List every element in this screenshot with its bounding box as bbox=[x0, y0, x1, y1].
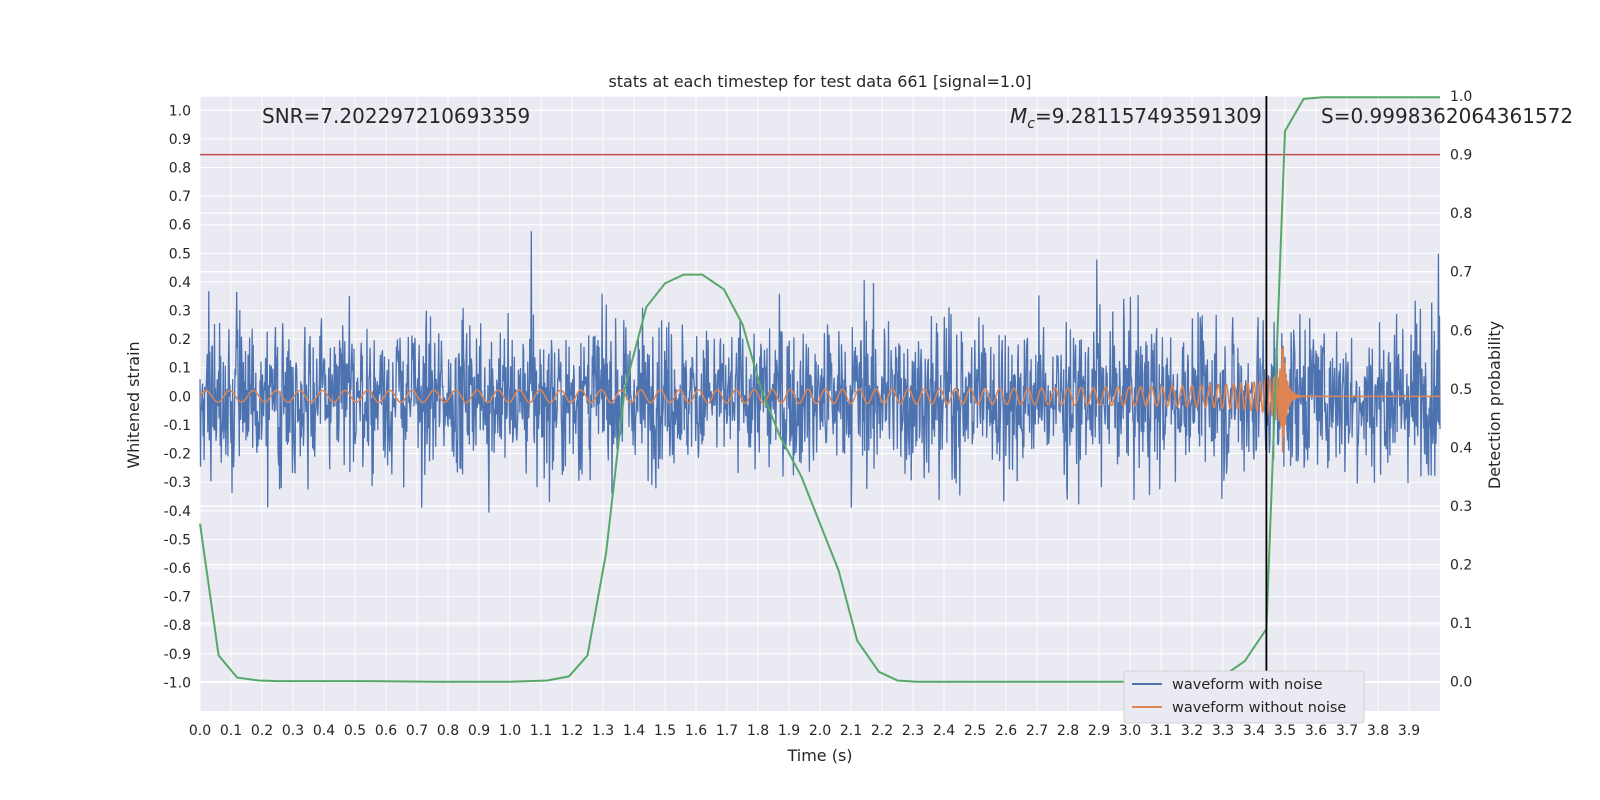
y2-tick-label: 0.8 bbox=[1450, 206, 1472, 222]
legend-box bbox=[1123, 670, 1365, 724]
y-tick-label: -0.5 bbox=[164, 532, 191, 548]
y2-tick-label: 1.0 bbox=[1450, 89, 1472, 105]
y-tick-label: -0.7 bbox=[164, 590, 191, 606]
x-tick-label: 3.7 bbox=[1336, 723, 1358, 739]
x-tick-label: 2.8 bbox=[1057, 723, 1079, 739]
x-tick-label: 0.3 bbox=[282, 723, 304, 739]
chart-title: stats at each timestep for test data 661… bbox=[608, 72, 1031, 91]
series-waveform-with-noise bbox=[199, 231, 1441, 513]
chirp-mass-symbol: M bbox=[1010, 104, 1027, 128]
x-tick-label: 2.0 bbox=[809, 723, 831, 739]
y-tick-label: 0.5 bbox=[169, 246, 191, 262]
x-axis-label: Time (s) bbox=[786, 746, 852, 765]
x-tick-label: 1.4 bbox=[623, 723, 645, 739]
y-tick-label: -0.3 bbox=[164, 475, 191, 491]
x-tick-label: 0.6 bbox=[375, 723, 397, 739]
y2-tick-label: 0.9 bbox=[1450, 148, 1472, 164]
y2-tick-label: 0.4 bbox=[1450, 440, 1472, 456]
y2-tick-label: 0.0 bbox=[1450, 675, 1472, 691]
y-tick-label: 0.9 bbox=[169, 132, 191, 148]
x-tick-label: 3.6 bbox=[1305, 723, 1327, 739]
y2-tick-labels: 1.0 0.9 0.8 0.7 0.6 0.5 0.4 0.3 0.2 0.1 0.0 bbox=[1450, 89, 1472, 691]
x-tick-label: 3.1 bbox=[1150, 723, 1172, 739]
x-tick-label: 0.0 bbox=[189, 723, 211, 739]
x-tick-label: 3.2 bbox=[1181, 723, 1203, 739]
x-tick-label: 3.3 bbox=[1212, 723, 1234, 739]
x-tick-label: 0.2 bbox=[251, 723, 273, 739]
y-tick-label: 0.0 bbox=[169, 389, 191, 405]
legend-label-waveform-without-noise: waveform without noise bbox=[1172, 700, 1346, 716]
x-tick-label: 1.8 bbox=[747, 723, 769, 739]
score-annotation: S=0.9998362064361572 bbox=[1321, 104, 1573, 128]
legend: waveform with noise waveform without noi… bbox=[1123, 670, 1365, 724]
y-tick-labels: 1.0 0.9 0.8 0.7 0.6 0.5 0.4 0.3 0.2 0.1 0.0 -0.1 -0.… bbox=[164, 103, 191, 691]
y2-tick-label: 0.5 bbox=[1450, 382, 1472, 398]
y-axis-label: Whitened strain bbox=[124, 341, 143, 468]
x-tick-label: 2.4 bbox=[933, 723, 955, 739]
x-tick-label: 3.8 bbox=[1367, 723, 1389, 739]
x-tick-label: 1.9 bbox=[778, 723, 800, 739]
x-tick-label: 2.2 bbox=[871, 723, 893, 739]
x-tick-label: 0.9 bbox=[468, 723, 490, 739]
x-tick-label: 2.6 bbox=[995, 723, 1017, 739]
y-tick-label: 0.6 bbox=[169, 218, 191, 234]
x-tick-label: 0.8 bbox=[437, 723, 459, 739]
x-tick-label: 1.6 bbox=[685, 723, 707, 739]
x-tick-label: 3.9 bbox=[1398, 723, 1420, 739]
x-tick-label: 0.5 bbox=[344, 723, 366, 739]
y-tick-label: 0.1 bbox=[169, 361, 191, 377]
x-tick-label: 1.3 bbox=[592, 723, 614, 739]
secondary-grid-lines bbox=[200, 95, 1440, 683]
y2-axis-label: Detection probability bbox=[1485, 321, 1504, 489]
x-tick-label: 0.1 bbox=[220, 723, 242, 739]
y-tick-label: 0.2 bbox=[169, 332, 191, 348]
series-waveform-without-noise bbox=[199, 345, 1440, 453]
legend-label-waveform-with-noise: waveform with noise bbox=[1172, 677, 1323, 693]
x-tick-label: 2.3 bbox=[902, 723, 924, 739]
series-detection-probability bbox=[199, 96, 1440, 683]
y-tick-label: 0.4 bbox=[169, 275, 191, 291]
x-tick-label: 1.1 bbox=[530, 723, 552, 739]
y2-tick-label: 0.7 bbox=[1450, 265, 1472, 281]
y-tick-label: -0.9 bbox=[164, 647, 191, 663]
x-tick-label: 2.1 bbox=[840, 723, 862, 739]
x-tick-label: 0.7 bbox=[406, 723, 428, 739]
x-tick-label: 3.5 bbox=[1274, 723, 1296, 739]
snr-annotation: SNR=7.202297210693359 bbox=[262, 104, 530, 128]
waveform-with-noise-line bbox=[199, 231, 1441, 513]
x-tick-label: 1.5 bbox=[654, 723, 676, 739]
chirp-mass-annotation: Mc=9.281157493591309 bbox=[1010, 104, 1262, 132]
y-tick-label: -0.1 bbox=[164, 418, 191, 434]
x-tick-label: 3.0 bbox=[1119, 723, 1141, 739]
y2-tick-label: 0.6 bbox=[1450, 323, 1472, 339]
x-tick-labels: 0.0 0.1 0.2 0.3 0.4 0.5 0.6 0.7 0.8 0.9 1.0 1.1 1.2 1… bbox=[189, 723, 1420, 739]
y-tick-label: -1.0 bbox=[164, 675, 191, 691]
y-tick-label: -0.2 bbox=[164, 447, 191, 463]
y-tick-label: 0.3 bbox=[169, 304, 191, 320]
y-tick-label: 0.8 bbox=[169, 161, 191, 177]
chirp-mass-subscript: c bbox=[1027, 116, 1035, 132]
y-tick-label: 1.0 bbox=[169, 103, 191, 119]
y2-tick-label: 0.3 bbox=[1450, 499, 1472, 515]
x-tick-label: 3.4 bbox=[1243, 723, 1265, 739]
y2-tick-label: 0.2 bbox=[1450, 558, 1472, 574]
x-tick-label: 2.7 bbox=[1026, 723, 1048, 739]
y-tick-label: -0.4 bbox=[164, 504, 191, 520]
x-tick-label: 1.7 bbox=[716, 723, 738, 739]
waveform-without-noise-line bbox=[199, 345, 1440, 453]
y2-tick-label: 0.1 bbox=[1450, 616, 1472, 632]
chirp-mass-value: =9.281157493591309 bbox=[1035, 104, 1262, 128]
y-tick-label: -0.8 bbox=[164, 618, 191, 634]
detection-probability-line bbox=[199, 96, 1440, 683]
y-tick-label: -0.6 bbox=[164, 561, 191, 577]
x-tick-label: 1.2 bbox=[561, 723, 583, 739]
x-tick-label: 1.0 bbox=[499, 723, 521, 739]
x-tick-label: 2.5 bbox=[964, 723, 986, 739]
x-tick-label: 0.4 bbox=[313, 723, 335, 739]
y-tick-label: 0.7 bbox=[169, 189, 191, 205]
x-tick-label: 2.9 bbox=[1088, 723, 1110, 739]
